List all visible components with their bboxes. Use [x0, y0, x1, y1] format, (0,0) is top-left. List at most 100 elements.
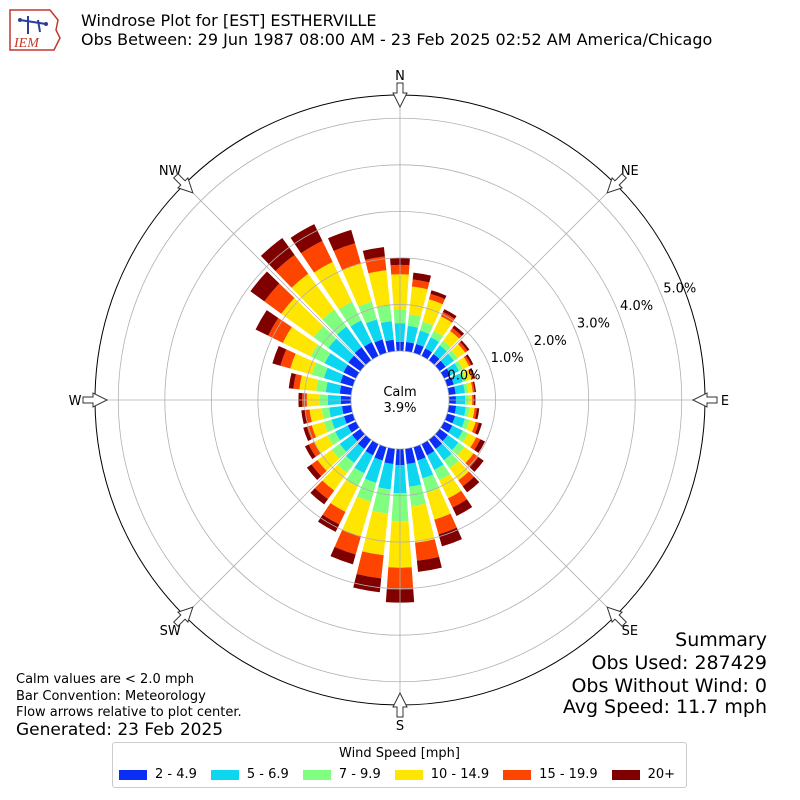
windrose-compass-arrows: [82, 82, 718, 718]
windrose-bar-segment: [356, 551, 384, 579]
legend-swatch: [210, 769, 239, 780]
windrose-bar-segment: [425, 337, 440, 353]
legend-label: 2 - 4.9: [155, 767, 197, 782]
windrose-bar-segment: [342, 263, 372, 307]
windrose-bar-segment: [422, 299, 443, 326]
legend-item: 7 - 9.9: [302, 767, 381, 782]
windrose-bar-segment: [448, 425, 463, 440]
windrose-bar-segment: [330, 546, 356, 565]
windrose-bar-segment: [275, 254, 309, 288]
windrose-bar-segment: [334, 529, 361, 555]
windrose-bar-segment: [421, 440, 435, 456]
windrose-bar-segment: [444, 377, 454, 387]
windrose-bar-segment: [454, 405, 466, 417]
windrose-bar-segment: [454, 360, 463, 372]
windrose-bar-segment: [449, 460, 469, 481]
windrose-bar-segment: [324, 353, 348, 373]
windrose-bar-segment: [457, 446, 474, 464]
windrose-bar-segment: [327, 431, 341, 446]
summary-avg-speed: Avg Speed: 11.7 mph: [562, 696, 767, 718]
windrose-bar-segment: [304, 444, 316, 460]
windrose-bar-segment: [356, 478, 377, 502]
windrose-bar-segment: [452, 499, 473, 516]
legend-title: Wind Speed [mph]: [339, 746, 460, 761]
windrose-bar-segment: [358, 301, 377, 324]
windrose-bar-segment: [447, 405, 457, 414]
legend-item: 15 - 19.9: [503, 767, 598, 782]
windrose-bar-segment: [452, 325, 465, 336]
windrose-bar-segment: [340, 374, 356, 387]
windrose-bar-segment: [272, 345, 287, 366]
windrose-bar-segment: [465, 453, 479, 468]
windrose-bar-segment: [368, 270, 391, 308]
windrose-bar-segment: [440, 421, 453, 433]
windrose-bar-segment: [376, 304, 392, 324]
windrose-bar-segment: [321, 407, 331, 420]
windrose-bar-segment: [471, 381, 475, 393]
windrose-bar-segment: [443, 453, 459, 469]
windrose-bar-segment: [457, 430, 469, 443]
windrose-bar-segment: [338, 301, 362, 327]
windrose-bar-segment: [459, 371, 467, 383]
calm-value: 3.9%: [383, 401, 416, 416]
legend-item: 2 - 4.9: [119, 767, 197, 782]
windrose-bar-segment: [430, 330, 444, 343]
windrose-bar-segment: [328, 338, 355, 363]
windrose-bar-segment: [264, 283, 295, 314]
windrose-bar-segment: [323, 367, 344, 383]
legend-swatch: [503, 769, 532, 780]
windrose-bar-segment: [426, 488, 451, 520]
compass-label: SW: [160, 624, 181, 639]
windrose-bar-segment: [468, 368, 474, 380]
windrose-bar-segment: [443, 330, 460, 348]
windrose-bar-segment: [365, 319, 383, 343]
grid-ring: [350, 350, 450, 450]
grid-spoke: [184, 434, 366, 616]
radial-tick-label: 4.0%: [620, 299, 653, 314]
windrose-bar-segment: [451, 442, 465, 456]
windrose-bar-segment: [405, 447, 416, 465]
iem-logo: IEM: [9, 9, 61, 51]
windrose-bar-segment: [347, 421, 360, 433]
windrose-bar-segment: [439, 474, 462, 499]
legend-label: 10 - 14.9: [430, 767, 490, 782]
windrose-bar-segment: [421, 348, 433, 360]
compass-label: S: [396, 719, 404, 734]
windrose-bar-segment: [413, 343, 424, 356]
grid-spoke: [434, 184, 616, 366]
windrose-bar-segment: [467, 407, 475, 419]
windrose-bar-segment: [451, 343, 466, 359]
windrose-bar-segment: [413, 444, 426, 461]
windrose-bar-segment: [352, 428, 365, 442]
legend-swatch: [394, 769, 423, 780]
compass-arrow: [606, 173, 627, 194]
windrose-bar-segment: [374, 339, 387, 356]
windrose-bar-segment: [472, 407, 477, 419]
windrose-bar-segment: [440, 353, 454, 367]
grid-spoke: [434, 434, 616, 616]
bar-convention-note: Bar Convention: Meteorology: [16, 689, 206, 704]
windrose-bar-segment: [255, 310, 279, 336]
legend-label: 5 - 6.9: [246, 767, 289, 782]
compass-label: NE: [621, 164, 639, 179]
generated-date: Generated: 23 Feb 2025: [16, 720, 224, 740]
windrose-bar-segment: [335, 425, 352, 441]
windrose-bar-segment: [362, 247, 385, 260]
windrose-bar-segment: [407, 314, 421, 328]
summary-title: Summary: [675, 629, 767, 651]
windrose-bar-segment: [362, 510, 389, 556]
windrose-bar-segment: [329, 406, 344, 418]
compass-arrow: [392, 82, 408, 109]
windrose-bars: [250, 224, 486, 603]
windrose-bar-segment: [354, 347, 372, 365]
compass-arrow: [173, 606, 194, 627]
legend-item: 5 - 6.9: [210, 767, 289, 782]
windrose-bar-segment: [469, 368, 476, 379]
summary-obs-without-wind: Obs Without Wind: 0: [571, 675, 767, 697]
windrose-bar-segment: [411, 279, 430, 290]
radial-tick-label: 1.0%: [491, 351, 524, 366]
windrose-bar-segment: [409, 484, 426, 507]
windrose-bar-segment: [384, 447, 395, 465]
windrose-bar-segment: [301, 240, 333, 273]
